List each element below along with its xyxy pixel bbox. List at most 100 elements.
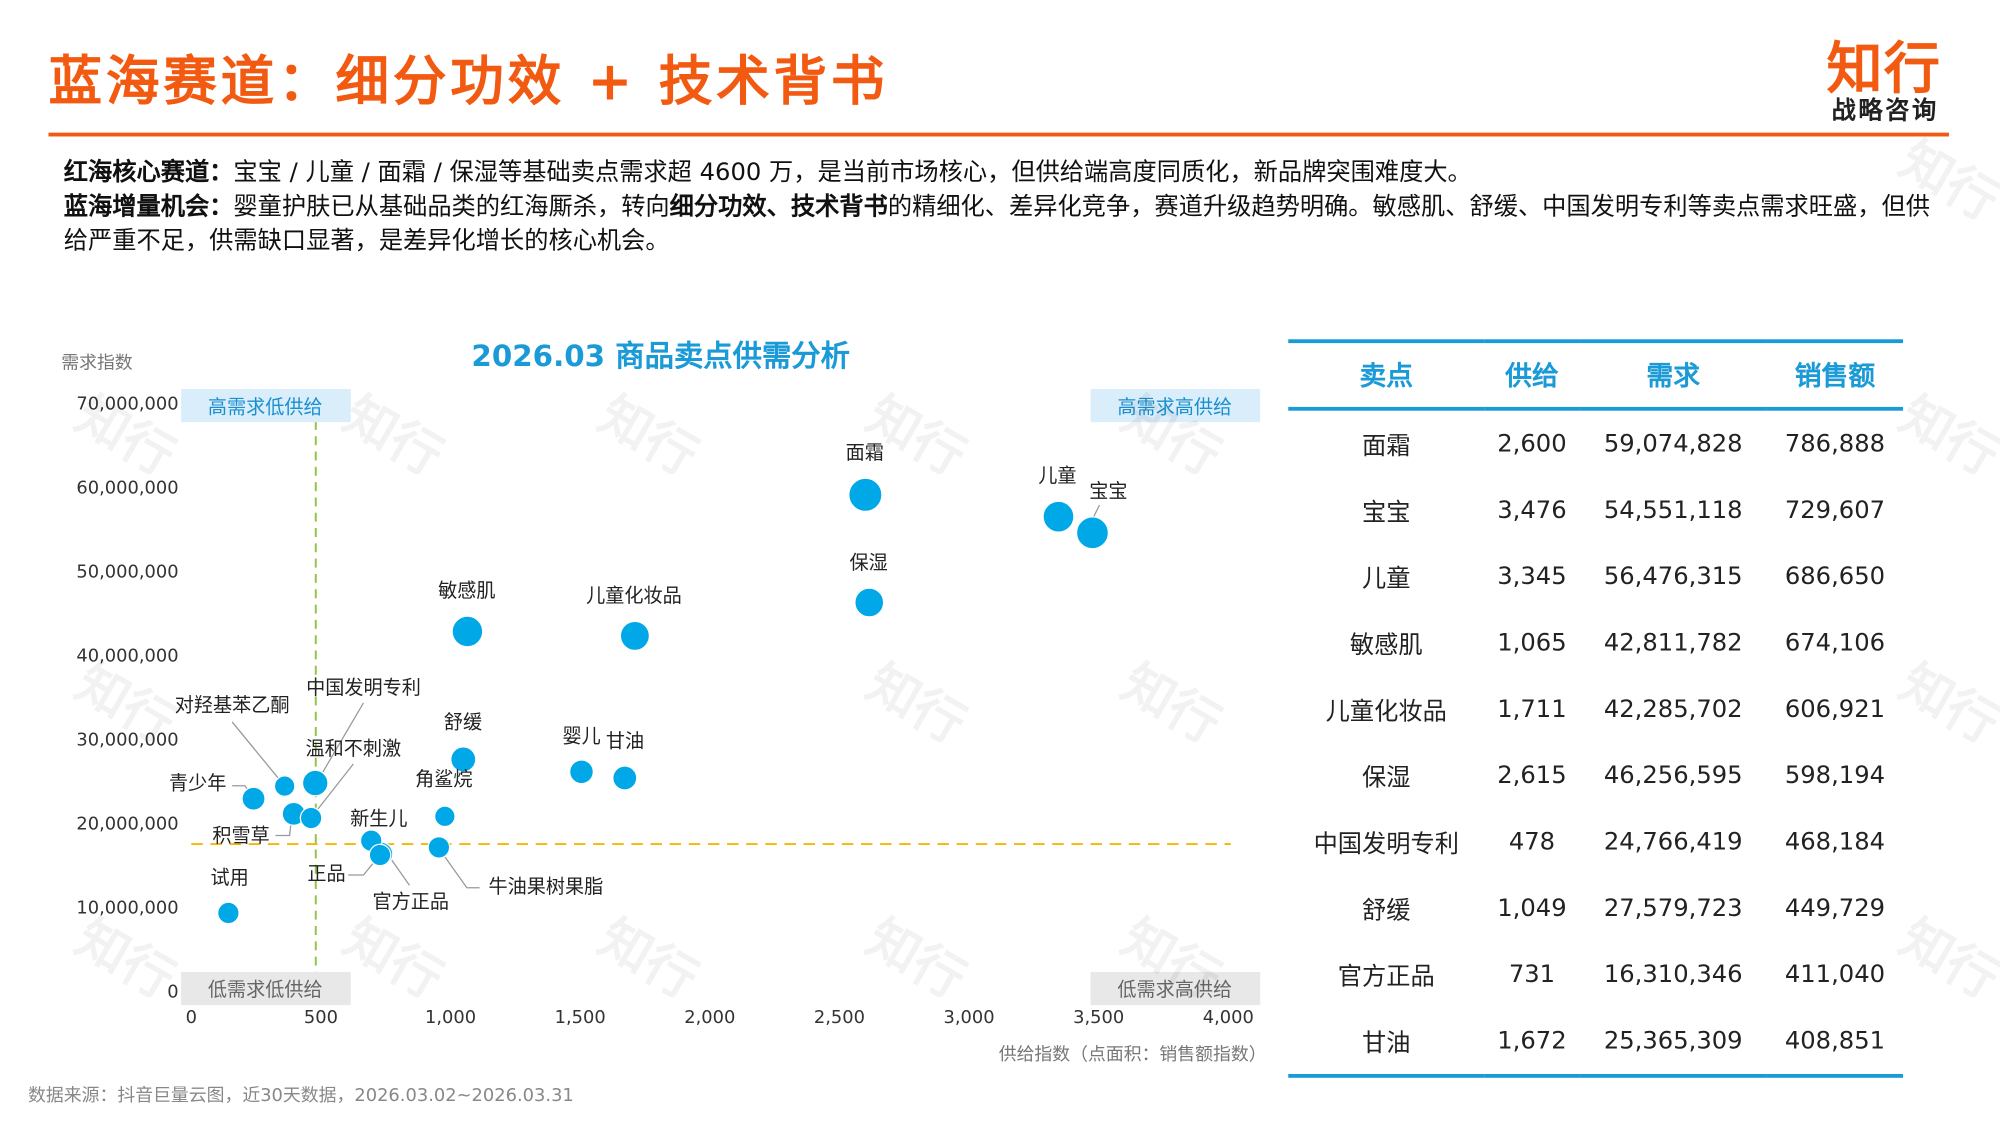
table-row: 保湿 2,615 46,256,595 598,194 — [1288, 742, 1903, 808]
data-point — [450, 746, 477, 773]
table-cell: 1,672 — [1497, 1026, 1567, 1055]
leader-line — [315, 702, 365, 784]
quadrant-label-bottom_left: 低需求低供给 — [208, 978, 323, 1001]
data-point — [427, 836, 451, 859]
table-cell: 16,310,346 — [1603, 960, 1743, 989]
table-row: 敏感肌 1,065 42,811,782 674,106 — [1288, 610, 1903, 676]
table-cell: 408,851 — [1784, 1026, 1886, 1055]
data-point — [299, 806, 323, 830]
data-label: 婴儿 — [563, 724, 601, 747]
table-cell: 468,184 — [1784, 827, 1886, 856]
data-label: 角鲨烷 — [415, 768, 472, 791]
quadrant-badge-bottom_left — [181, 971, 351, 1006]
leader-line — [438, 847, 480, 889]
chart-title: 2026.03 商品卖点供需分析 — [471, 340, 850, 374]
red-ocean-label: 红海核心赛道： — [63, 158, 234, 187]
table-cell: 敏感肌 — [1349, 630, 1423, 659]
watermark: 知行 — [1890, 385, 2000, 488]
x-tick-label: 2,500 — [814, 1007, 865, 1028]
title-divider — [48, 132, 1949, 137]
data-point — [217, 901, 240, 925]
y-tick-label: 0 — [167, 981, 178, 1002]
y-tick-label: 60,000,000 — [76, 477, 178, 498]
table-cell: 449,729 — [1784, 894, 1886, 923]
y-tick-label: 40,000,000 — [76, 645, 178, 666]
table-cell: 面霜 — [1362, 431, 1411, 460]
y-tick-label: 70,000,000 — [76, 393, 178, 414]
table-cell: 舒缓 — [1362, 896, 1411, 925]
highlight-segment: 细分功效 — [669, 192, 767, 221]
table-cell: 官方正品 — [1337, 962, 1435, 991]
blue-ocean-label: 蓝海增量机会： — [63, 192, 234, 221]
table-cell: 甘油 — [1362, 1028, 1411, 1057]
highlight-tech: 技术背书 — [790, 192, 888, 221]
table-cell: 1,049 — [1497, 894, 1567, 923]
table-cell: 1,065 — [1497, 628, 1567, 657]
table-cell: 24,766,419 — [1603, 827, 1743, 856]
x-tick-label: 2,000 — [684, 1007, 735, 1028]
data-point — [241, 786, 266, 811]
data-label: 敏感肌 — [438, 579, 495, 602]
table-cell: 42,811,782 — [1603, 628, 1743, 657]
data-point — [1042, 500, 1075, 533]
table-cell: 42,285,702 — [1603, 695, 1743, 724]
red-ocean-text: 宝宝 / 儿童 / 面霜 / 保湿等基础卖点需求超 4600 万，是当前市场核心… — [233, 158, 1472, 187]
data-point — [451, 615, 484, 648]
table-row: 舒缓 1,049 27,579,723 449,729 — [1288, 875, 1903, 941]
data-label: 新生儿 — [350, 807, 407, 830]
x-tick-label: 3,000 — [944, 1007, 995, 1028]
data-point — [612, 765, 638, 791]
x-axis-label: 供给指数（点面积：销售额指数） — [998, 1044, 1267, 1066]
data-table: 卖点 供给 需求 销售额 面霜 2,600 59,074,828 786,888 宝宝 3,47… — [1288, 339, 1904, 1078]
table-cell: 411,040 — [1784, 960, 1886, 989]
x-tick-label: 1,500 — [555, 1007, 606, 1028]
table-row: 面霜 2,600 59,074,828 786,888 — [1288, 409, 1903, 477]
data-label: 儿童化妆品 — [586, 584, 682, 607]
intro-line-red-ocean: 红海核心赛道：宝宝 / 儿童 / 面霜 / 保湿等基础卖点需求超 4600 万，… — [64, 156, 1952, 190]
y-axis-label: 需求指数 — [61, 353, 133, 374]
data-label: 儿童 — [1038, 464, 1076, 487]
page-title: 蓝海赛道：细分功效 + 技术背书 — [48, 49, 889, 113]
data-point — [368, 843, 392, 867]
data-label: 甘油 — [606, 729, 644, 752]
table-cell: 27,579,723 — [1603, 894, 1743, 923]
scatter-chart: 0 500 1,000 1,500 2,000 2,500 3,000 3,500 4,000 0… — [76, 389, 1261, 1028]
leader-line — [231, 721, 285, 787]
quadrant-badge-bottom_right — [1090, 971, 1261, 1006]
x-tick-label: 3,500 — [1073, 1007, 1124, 1028]
data-label: 正品 — [307, 862, 345, 885]
table-cell: 3,476 — [1497, 496, 1567, 525]
table-cell: 1,711 — [1497, 695, 1567, 724]
table-cell: 保湿 — [1362, 763, 1411, 792]
column-header: 供给 — [1484, 341, 1580, 411]
data-label: 积雪草 — [212, 824, 269, 847]
leader-line — [310, 763, 354, 818]
data-label: 舒缓 — [444, 710, 482, 733]
table-cell: 25,365,309 — [1603, 1026, 1743, 1055]
separator: 、 — [766, 192, 791, 221]
data-point — [434, 805, 456, 828]
x-tick-label: 500 — [304, 1007, 338, 1028]
column-header: 销售额 — [1766, 341, 1904, 411]
table-cell: 3,345 — [1497, 562, 1567, 591]
table-cell: 儿童 — [1362, 564, 1411, 593]
table-row: 甘油 1,672 25,365,309 408,851 — [1288, 1008, 1903, 1076]
table-row: 宝宝 3,476 54,551,118 729,607 — [1288, 477, 1903, 543]
table-cell: 2,615 — [1497, 761, 1567, 790]
quadrant-badge-top_right — [1090, 389, 1261, 423]
data-label: 对羟基苯乙酮 — [175, 694, 290, 717]
x-tick-label: 4,000 — [1203, 1007, 1254, 1028]
table-cell: 宝宝 — [1362, 498, 1411, 527]
blue-ocean-text: 婴童护肤已从基础品类的红海厮杀，转向 — [233, 192, 670, 221]
table-cell: 中国发明专利 — [1313, 829, 1459, 858]
data-label: 牛油果树果脂 — [489, 875, 604, 898]
blue-ocean-text-2: 的精细化、差异化竞争，赛道升级趋势明确。敏感肌、舒缓、中国发明专利等卖点需求旺盛… — [63, 192, 1930, 256]
x-tick-label: 0 — [186, 1007, 197, 1028]
table-cell: 478 — [1508, 827, 1556, 856]
logo-subtitle: 战略咨询 — [1831, 96, 1939, 125]
table-row: 儿童 3,345 56,476,315 686,650 — [1288, 543, 1903, 609]
table-cell: 54,551,118 — [1603, 496, 1743, 525]
quadrant-label-bottom_right: 低需求高供给 — [1117, 978, 1232, 1001]
y-tick-label: 20,000,000 — [76, 813, 178, 834]
